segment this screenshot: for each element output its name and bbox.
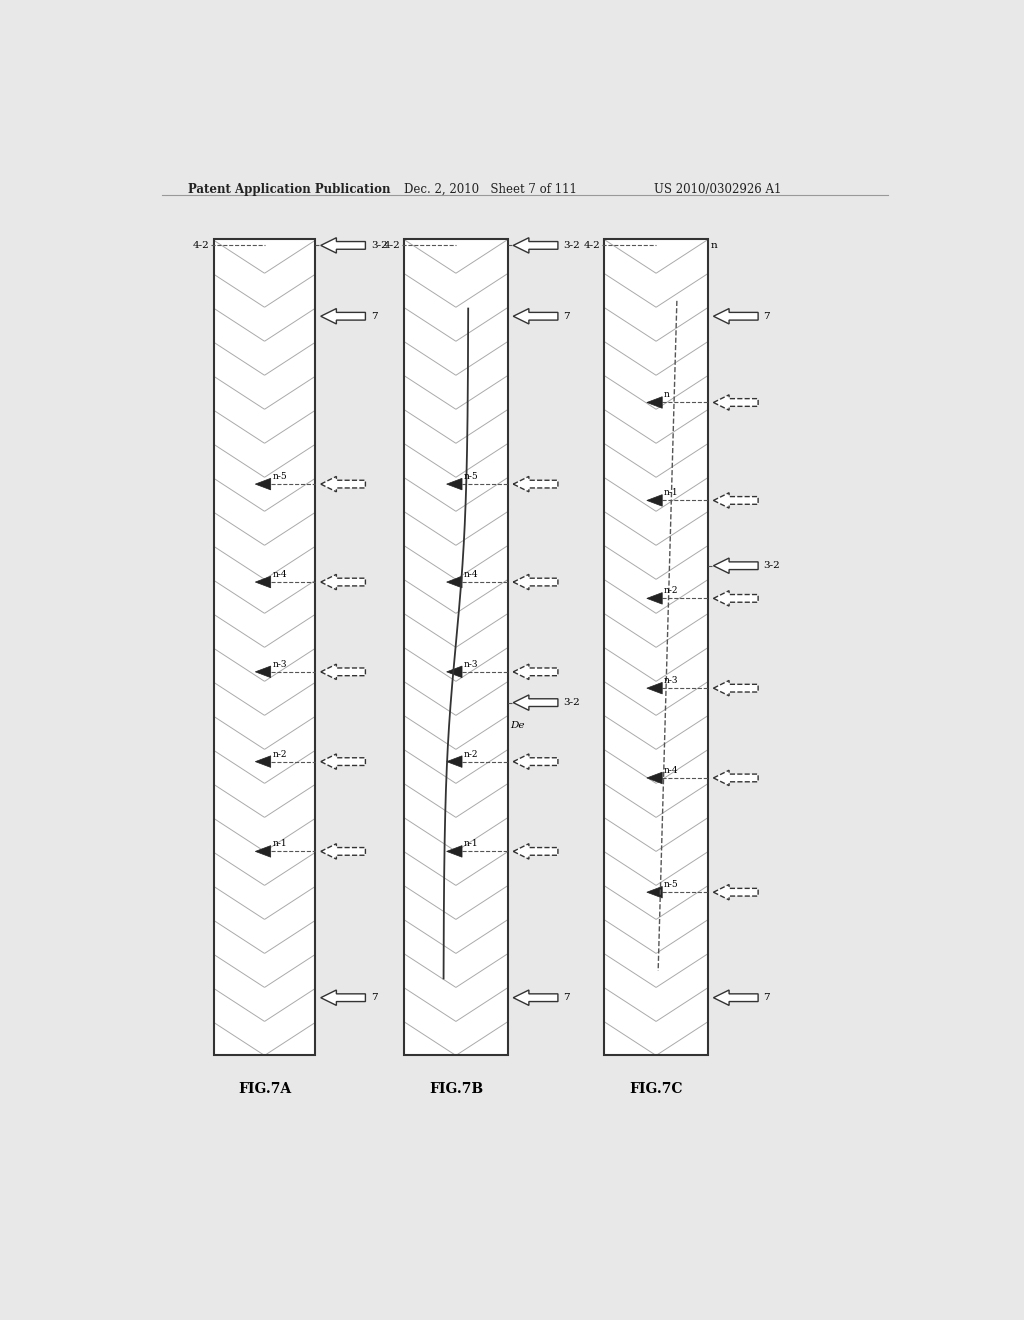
Polygon shape: [513, 238, 558, 253]
Polygon shape: [513, 990, 558, 1006]
Polygon shape: [647, 682, 663, 694]
Polygon shape: [255, 667, 270, 677]
Text: FIG.7B: FIG.7B: [429, 1082, 483, 1097]
Text: n-2: n-2: [464, 750, 478, 759]
Text: n-4: n-4: [664, 766, 679, 775]
Text: n-2: n-2: [272, 750, 287, 759]
Polygon shape: [647, 593, 663, 605]
Polygon shape: [446, 756, 462, 767]
Polygon shape: [255, 478, 270, 490]
Polygon shape: [714, 558, 758, 573]
Text: n-3: n-3: [664, 676, 678, 685]
Polygon shape: [321, 754, 366, 770]
Text: n-1: n-1: [664, 488, 679, 498]
Polygon shape: [321, 238, 366, 253]
Polygon shape: [714, 771, 758, 785]
Polygon shape: [446, 846, 462, 857]
Polygon shape: [321, 990, 366, 1006]
Text: 7: 7: [371, 312, 378, 321]
Text: n-5: n-5: [272, 473, 287, 480]
Polygon shape: [714, 884, 758, 900]
Polygon shape: [513, 754, 558, 770]
Text: Patent Application Publication: Patent Application Publication: [188, 183, 391, 197]
Polygon shape: [446, 478, 462, 490]
Text: n-2: n-2: [664, 586, 678, 595]
Polygon shape: [255, 756, 270, 767]
Text: n: n: [711, 242, 717, 249]
Text: 3-2: 3-2: [563, 698, 580, 708]
Polygon shape: [321, 664, 366, 680]
Text: De: De: [510, 721, 524, 730]
Bar: [403, 239, 508, 1056]
Polygon shape: [255, 846, 270, 857]
Polygon shape: [446, 577, 462, 587]
Text: 3-2: 3-2: [371, 242, 387, 249]
Polygon shape: [714, 309, 758, 323]
Bar: [214, 239, 315, 1056]
Polygon shape: [647, 495, 663, 506]
Polygon shape: [513, 843, 558, 859]
Polygon shape: [321, 309, 366, 323]
Text: n-3: n-3: [464, 660, 478, 669]
Polygon shape: [647, 887, 663, 898]
Text: 7: 7: [563, 993, 570, 1002]
Polygon shape: [513, 574, 558, 590]
Text: 7: 7: [371, 993, 378, 1002]
Bar: [604, 239, 708, 1056]
Text: 7: 7: [563, 312, 570, 321]
Polygon shape: [321, 477, 366, 492]
Text: FIG.7A: FIG.7A: [238, 1082, 291, 1097]
Text: n-4: n-4: [464, 570, 478, 579]
Text: n-5: n-5: [664, 880, 679, 890]
Text: 4-2: 4-2: [584, 242, 600, 249]
Text: n-1: n-1: [464, 840, 478, 849]
Polygon shape: [647, 772, 663, 784]
Polygon shape: [513, 477, 558, 492]
Text: Dec. 2, 2010   Sheet 7 of 111: Dec. 2, 2010 Sheet 7 of 111: [403, 183, 577, 197]
Bar: [604, 239, 708, 1056]
Text: US 2010/0302926 A1: US 2010/0302926 A1: [654, 183, 781, 197]
Text: n-1: n-1: [272, 840, 287, 849]
Text: 3-2: 3-2: [563, 242, 580, 249]
Text: n-3: n-3: [272, 660, 287, 669]
Polygon shape: [513, 694, 558, 710]
Polygon shape: [647, 397, 663, 408]
Polygon shape: [714, 492, 758, 508]
Text: 7: 7: [764, 312, 770, 321]
Bar: [214, 239, 315, 1056]
Text: 7: 7: [764, 993, 770, 1002]
Polygon shape: [714, 990, 758, 1006]
Polygon shape: [714, 395, 758, 411]
Polygon shape: [513, 664, 558, 680]
Bar: [403, 239, 508, 1056]
Text: 3-2: 3-2: [764, 561, 780, 570]
Polygon shape: [255, 577, 270, 587]
Text: 4-2: 4-2: [194, 242, 210, 249]
Polygon shape: [714, 590, 758, 606]
Polygon shape: [714, 681, 758, 696]
Polygon shape: [513, 309, 558, 323]
Polygon shape: [321, 574, 366, 590]
Text: n-5: n-5: [464, 473, 478, 480]
Polygon shape: [321, 843, 366, 859]
Text: n-4: n-4: [272, 570, 287, 579]
Text: n: n: [664, 391, 670, 400]
Polygon shape: [446, 667, 462, 677]
Text: 4-2: 4-2: [383, 242, 400, 249]
Text: FIG.7C: FIG.7C: [630, 1082, 683, 1097]
